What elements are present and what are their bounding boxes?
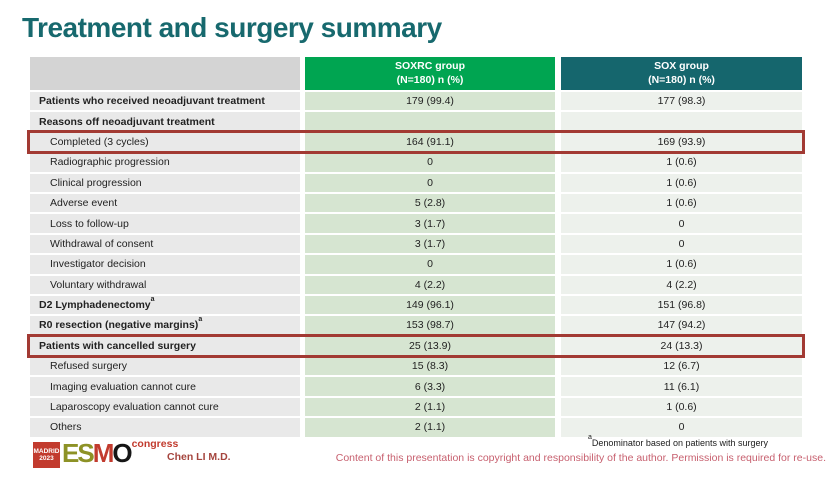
row-label: Patients with cancelled surgery bbox=[30, 336, 300, 356]
table-row: Imaging evaluation cannot cure 6 (3.3) 1… bbox=[30, 377, 802, 396]
soxrc-value: 3 (1.7) bbox=[305, 234, 555, 254]
row-label: Laparoscopy evaluation cannot cure bbox=[30, 397, 300, 417]
madrid-2023-badge: MADRID 2023 bbox=[33, 442, 60, 468]
soxrc-group-title: SOXRC group bbox=[395, 60, 465, 73]
table-row: Others 2 (1.1) 0 bbox=[30, 418, 802, 437]
sox-value: 11 (6.1) bbox=[561, 377, 802, 396]
madrid-label: MADRID bbox=[33, 447, 60, 455]
sox-value: 0 bbox=[561, 418, 802, 437]
esmo-letter-m: M bbox=[92, 438, 115, 468]
table-row: R0 resection (negative margins)a 153 (98… bbox=[30, 316, 802, 335]
sox-value: 12 (6.7) bbox=[561, 357, 802, 376]
soxrc-value: 15 (8.3) bbox=[305, 357, 555, 376]
header-sox-group: SOX group (N=180) n (%) bbox=[561, 57, 802, 90]
table-row: Reasons off neoadjuvant treatment bbox=[30, 112, 802, 131]
row-label: Adverse event bbox=[30, 193, 300, 213]
congress-label: congress bbox=[131, 438, 179, 450]
row-label: Reasons off neoadjuvant treatment bbox=[30, 112, 300, 131]
year-label: 2023 bbox=[39, 455, 54, 462]
table-row: Investigator decision 0 1 (0.6) bbox=[30, 255, 802, 274]
table-header-row: SOXRC group (N=180) n (%) SOX group (N=1… bbox=[30, 57, 802, 90]
sox-value: 1 (0.6) bbox=[561, 193, 802, 213]
row-label: Others bbox=[30, 418, 300, 437]
row-label: Investigator decision bbox=[30, 255, 300, 274]
table-footnote: aDenominator based on patients with surg… bbox=[588, 434, 768, 448]
table-row: Patients who received neoadjuvant treatm… bbox=[30, 92, 802, 111]
row-label: Refused surgery bbox=[30, 357, 300, 376]
table-row: Radiographic progression 0 1 (0.6) bbox=[30, 153, 802, 172]
soxrc-value: 5 (2.8) bbox=[305, 193, 555, 213]
table-row: Laparoscopy evaluation cannot cure 2 (1.… bbox=[30, 397, 802, 417]
esmo-letter-o: O bbox=[112, 438, 132, 468]
soxrc-value: 2 (1.1) bbox=[305, 397, 555, 417]
sox-value: 1 (0.6) bbox=[561, 397, 802, 417]
row-label: Completed (3 cycles) bbox=[30, 132, 300, 152]
soxrc-value: 25 (13.9) bbox=[305, 336, 555, 356]
sox-value bbox=[561, 112, 802, 131]
row-label: D2 Lymphadenectomya bbox=[30, 296, 300, 315]
sox-value: 0 bbox=[561, 234, 802, 254]
table-row: Completed (3 cycles) 164 (91.1) 169 (93.… bbox=[27, 129, 805, 155]
slide-title: Treatment and surgery summary bbox=[22, 12, 442, 43]
row-label: Loss to follow-up bbox=[30, 214, 300, 233]
soxrc-value: 0 bbox=[305, 255, 555, 274]
table-row: Patients with cancelled surgery 25 (13.9… bbox=[27, 333, 805, 359]
esmo-congress-logo: MADRID 2023 ESMO congress bbox=[33, 438, 178, 468]
footnote-text: Denominator based on patients with surge… bbox=[591, 438, 768, 448]
header-soxrc-group: SOXRC group (N=180) n (%) bbox=[305, 57, 555, 90]
row-label: Imaging evaluation cannot cure bbox=[30, 377, 300, 396]
row-label: Voluntary withdrawal bbox=[30, 275, 300, 294]
header-empty-cell bbox=[30, 57, 300, 90]
sox-value: 147 (94.2) bbox=[561, 316, 802, 335]
sox-value: 1 (0.6) bbox=[561, 153, 802, 172]
esmo-letter-s: S bbox=[77, 438, 94, 468]
table-row: Voluntary withdrawal 4 (2.2) 4 (2.2) bbox=[30, 275, 802, 294]
row-label: Patients who received neoadjuvant treatm… bbox=[30, 92, 300, 111]
soxrc-value: 179 (99.4) bbox=[305, 92, 555, 111]
table-row: Refused surgery 15 (8.3) 12 (6.7) bbox=[30, 357, 802, 376]
sox-value: 151 (96.8) bbox=[561, 295, 802, 315]
soxrc-value: 0 bbox=[305, 173, 555, 192]
sox-group-subtitle: (N=180) n (%) bbox=[648, 73, 715, 86]
sox-value: 177 (98.3) bbox=[561, 92, 802, 111]
row-label: Radiographic progression bbox=[30, 153, 300, 172]
soxrc-value: 6 (3.3) bbox=[305, 377, 555, 396]
table-row: D2 Lymphadenectomya 149 (96.1) 151 (96.8… bbox=[30, 295, 802, 315]
soxrc-value bbox=[305, 112, 555, 131]
soxrc-group-subtitle: (N=180) n (%) bbox=[396, 73, 464, 86]
copyright-notice: Content of this presentation is copyrigh… bbox=[335, 452, 826, 464]
sox-group-title: SOX group bbox=[654, 60, 709, 73]
table-row: Loss to follow-up 3 (1.7) 0 bbox=[30, 214, 802, 233]
table-body: Patients who received neoadjuvant treatm… bbox=[27, 92, 805, 437]
soxrc-value: 3 (1.7) bbox=[305, 214, 555, 233]
row-label: Withdrawal of consent bbox=[30, 234, 300, 254]
soxrc-value: 149 (96.1) bbox=[305, 295, 555, 315]
sox-value: 1 (0.6) bbox=[561, 255, 802, 274]
table-row: Clinical progression 0 1 (0.6) bbox=[30, 173, 802, 192]
sox-value: 1 (0.6) bbox=[561, 173, 802, 192]
presenter-name: Chen LI M.D. bbox=[167, 451, 231, 463]
table-row: Adverse event 5 (2.8) 1 (0.6) bbox=[30, 193, 802, 213]
soxrc-value: 153 (98.7) bbox=[305, 316, 555, 335]
soxrc-value: 0 bbox=[305, 153, 555, 172]
row-label: Clinical progression bbox=[30, 173, 300, 192]
table-row: Withdrawal of consent 3 (1.7) 0 bbox=[30, 234, 802, 254]
sox-value: 0 bbox=[561, 214, 802, 233]
sox-value: 4 (2.2) bbox=[561, 275, 802, 294]
row-label: R0 resection (negative margins)a bbox=[30, 316, 300, 335]
sox-value: 24 (13.3) bbox=[561, 336, 802, 356]
soxrc-value: 2 (1.1) bbox=[305, 418, 555, 437]
soxrc-value: 164 (91.1) bbox=[305, 132, 555, 152]
summary-table: SOXRC group (N=180) n (%) SOX group (N=1… bbox=[27, 57, 805, 439]
esmo-letter-e: E bbox=[62, 438, 79, 468]
esmo-logo: ESMO bbox=[62, 438, 133, 468]
footnote-superscript: a bbox=[587, 434, 592, 441]
sox-value: 169 (93.9) bbox=[561, 132, 802, 152]
soxrc-value: 4 (2.2) bbox=[305, 275, 555, 294]
